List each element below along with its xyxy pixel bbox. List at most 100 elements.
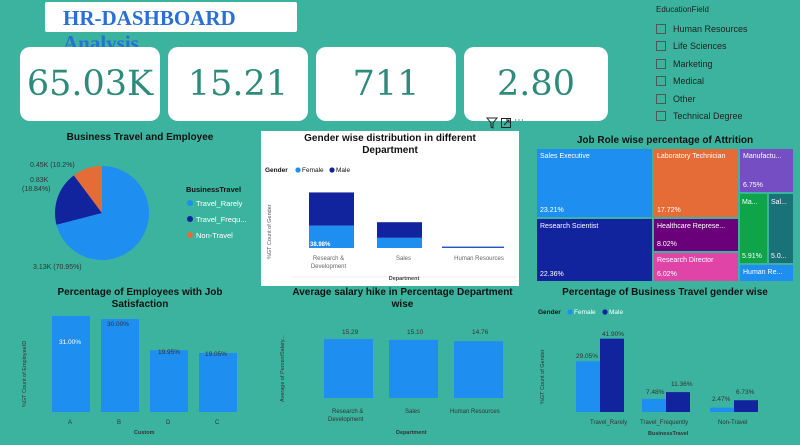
- legend-item-female[interactable]: Female: [302, 167, 324, 174]
- bar-rd[interactable]: [324, 339, 373, 398]
- legend-item-rarely[interactable]: Travel_Rarely: [196, 199, 243, 208]
- bar-b[interactable]: [101, 319, 139, 412]
- treemap-tile-manufacturing-director[interactable]: Manufactu... 6.75%: [739, 148, 794, 193]
- slicer-item-other[interactable]: Other: [656, 90, 796, 108]
- kpi-card-2[interactable]: 15.21: [168, 47, 308, 121]
- pie-label-non-travel: 0.45K (10.2%): [30, 162, 75, 169]
- bar-sales[interactable]: [389, 339, 438, 398]
- job-satisfaction-bar-chart[interactable]: %GT Count of EmployeeID 31.00% 30.00% 19…: [0, 312, 260, 445]
- kpi-value: 711: [352, 64, 420, 104]
- travel-gender-bar-chart[interactable]: Gender Female Male %GT Count of Gender 2…: [532, 300, 800, 445]
- treemap-tile-healthcare-representative[interactable]: Healthcare Represe... 8.02%: [653, 218, 739, 252]
- gender-department-panel[interactable]: Gender wise distribution in different De…: [261, 131, 519, 286]
- x-tick-nontravel: Non-Travel: [718, 420, 747, 426]
- bar-frequently-male[interactable]: [666, 392, 690, 412]
- bar-label-sales-male: 18.37%: [378, 256, 399, 262]
- legend-marker-male: [602, 309, 608, 315]
- bar-sales-male[interactable]: [377, 222, 422, 238]
- pie-slice-frequently[interactable]: [55, 175, 102, 225]
- treemap-tile-sales-executive[interactable]: Sales Executive 23.21%: [536, 148, 653, 218]
- bar-frequently-female[interactable]: [642, 398, 666, 412]
- bar-hr[interactable]: [454, 341, 503, 398]
- treemap-tile-sales-representative[interactable]: Sal... 5.0...: [768, 193, 794, 264]
- bar-d[interactable]: [150, 350, 188, 412]
- bar-label-nontravel-female: 2.47%: [712, 396, 731, 403]
- salary-hike-bar-chart[interactable]: Average of PercentSalary... 15.29 15.10 …: [262, 312, 532, 445]
- bar-label-rarely-female: 29.05%: [576, 353, 598, 360]
- checkbox[interactable]: [656, 93, 666, 104]
- treemap-tile-laboratory-technician[interactable]: Laboratory Technician 17.72%: [653, 148, 739, 218]
- bar-label-rarely-male: 41.90%: [602, 331, 624, 338]
- treemap-tile-research-scientist[interactable]: Research Scientist 22.36%: [536, 218, 653, 282]
- slicer-item-marketing[interactable]: Marketing: [656, 55, 796, 73]
- slicer-item-label: Medical: [673, 76, 705, 87]
- slicer-item-label: Technical Degree: [673, 111, 743, 122]
- dashboard-title-box: HR-DASHBOARD Analysis: [45, 2, 297, 55]
- x-tick: Research & Development: [310, 256, 347, 270]
- bar-label-nontravel-male: 6.73%: [736, 389, 755, 396]
- checkbox[interactable]: [656, 41, 666, 52]
- chart-title-travel-gender: Percentage of Business Travel gender wis…: [562, 287, 768, 298]
- bar-c[interactable]: [199, 352, 237, 412]
- treemap-tile-manager[interactable]: Ma... 5.91%: [739, 193, 768, 264]
- checkbox[interactable]: [656, 76, 666, 87]
- bar-label-frequently-female: 7.48%: [646, 389, 665, 396]
- treemap-tile-research-director[interactable]: Research Director 6.02%: [653, 252, 739, 282]
- bar-rarely-male[interactable]: [600, 338, 624, 412]
- legend-item-male[interactable]: Male: [336, 167, 350, 174]
- bar-rarely-female[interactable]: [576, 361, 600, 412]
- bar-label-d: 19.95%: [158, 349, 180, 356]
- bar-hr-female[interactable]: [442, 247, 504, 248]
- bar-rd-male[interactable]: [309, 192, 354, 226]
- checkbox[interactable]: [656, 111, 666, 122]
- legend-marker-male: [329, 167, 335, 173]
- kpi-card-4[interactable]: 2.80: [464, 47, 608, 121]
- y-axis-label: Average of PercentSalary...: [280, 335, 286, 402]
- checkbox[interactable]: [656, 58, 666, 69]
- bar-label-hr: 14.76: [472, 329, 489, 336]
- slicer-item-medical[interactable]: Medical: [656, 73, 796, 91]
- gender-department-bar-chart[interactable]: Gender Female Male %GT Count of Gender 3…: [261, 131, 519, 286]
- x-axis-label: Department: [396, 430, 427, 436]
- x-axis-ticks: Research & Development Sales Human Resour…: [291, 255, 517, 271]
- legend-item-non-travel[interactable]: Non-Travel: [196, 231, 233, 240]
- kpi-card-3[interactable]: 711: [316, 47, 456, 121]
- bar-label-rd: 15.29: [342, 329, 359, 336]
- x-tick-rd-2: Development: [328, 417, 364, 423]
- business-travel-pie-chart[interactable]: 0.45K (10.2%) 0.83K (18.84%) 3.13K (70.9…: [0, 145, 260, 280]
- bar-label-sales: 15.10: [407, 329, 424, 336]
- slicer-item-life-sciences[interactable]: Life Sciences: [656, 38, 796, 56]
- bar-a[interactable]: [52, 315, 90, 412]
- bar-hr-male[interactable]: [442, 246, 504, 248]
- slicer-item-human-resources[interactable]: Human Resources: [656, 20, 796, 38]
- bar-label-sales-female: 11.97%: [378, 267, 399, 273]
- slicer-item-label: Life Sciences: [673, 41, 727, 52]
- slicer-item-technical-degree[interactable]: Technical Degree: [656, 108, 796, 126]
- bar-sales-female[interactable]: [377, 237, 422, 248]
- slicer-item-label: Marketing: [673, 58, 713, 69]
- checkbox[interactable]: [656, 23, 666, 34]
- education-field-slicer: EducationField Human Resources Life Scie…: [656, 5, 796, 125]
- kpi-value: 2.80: [497, 64, 575, 104]
- job-role-treemap[interactable]: Sales Executive 23.21% Research Scientis…: [536, 148, 796, 282]
- more-options-icon[interactable]: ⋯: [514, 115, 524, 126]
- legend-title: BusinessTravel: [186, 185, 241, 194]
- legend-item-frequently[interactable]: Travel_Frequ...: [196, 215, 247, 224]
- bar-nontravel-male[interactable]: [734, 400, 758, 412]
- focus-mode-icon[interactable]: [500, 116, 512, 130]
- pie-slice-rarely[interactable]: [56, 166, 149, 260]
- bar-nontravel-female[interactable]: [710, 407, 734, 412]
- bar-label-a: 31.00%: [59, 339, 81, 346]
- legend-item-male[interactable]: Male: [609, 309, 623, 316]
- treemap-tile-human-resources[interactable]: Human Re...: [739, 264, 794, 282]
- filter-icon[interactable]: [486, 116, 498, 130]
- chart-title-job-satisfaction: Percentage of Employees with Job Satisfa…: [57, 287, 223, 310]
- kpi-card-1[interactable]: 65.03K: [20, 47, 160, 121]
- kpi-value: 15.21: [187, 64, 289, 104]
- pie-slice-non-travel[interactable]: [73, 166, 102, 213]
- bar-label-b: 30.00%: [107, 321, 129, 328]
- x-tick-a: A: [68, 420, 72, 426]
- legend-item-female[interactable]: Female: [574, 309, 596, 316]
- bar-rd-female[interactable]: [309, 225, 354, 248]
- x-axis-label: BusinessTravel: [648, 431, 689, 437]
